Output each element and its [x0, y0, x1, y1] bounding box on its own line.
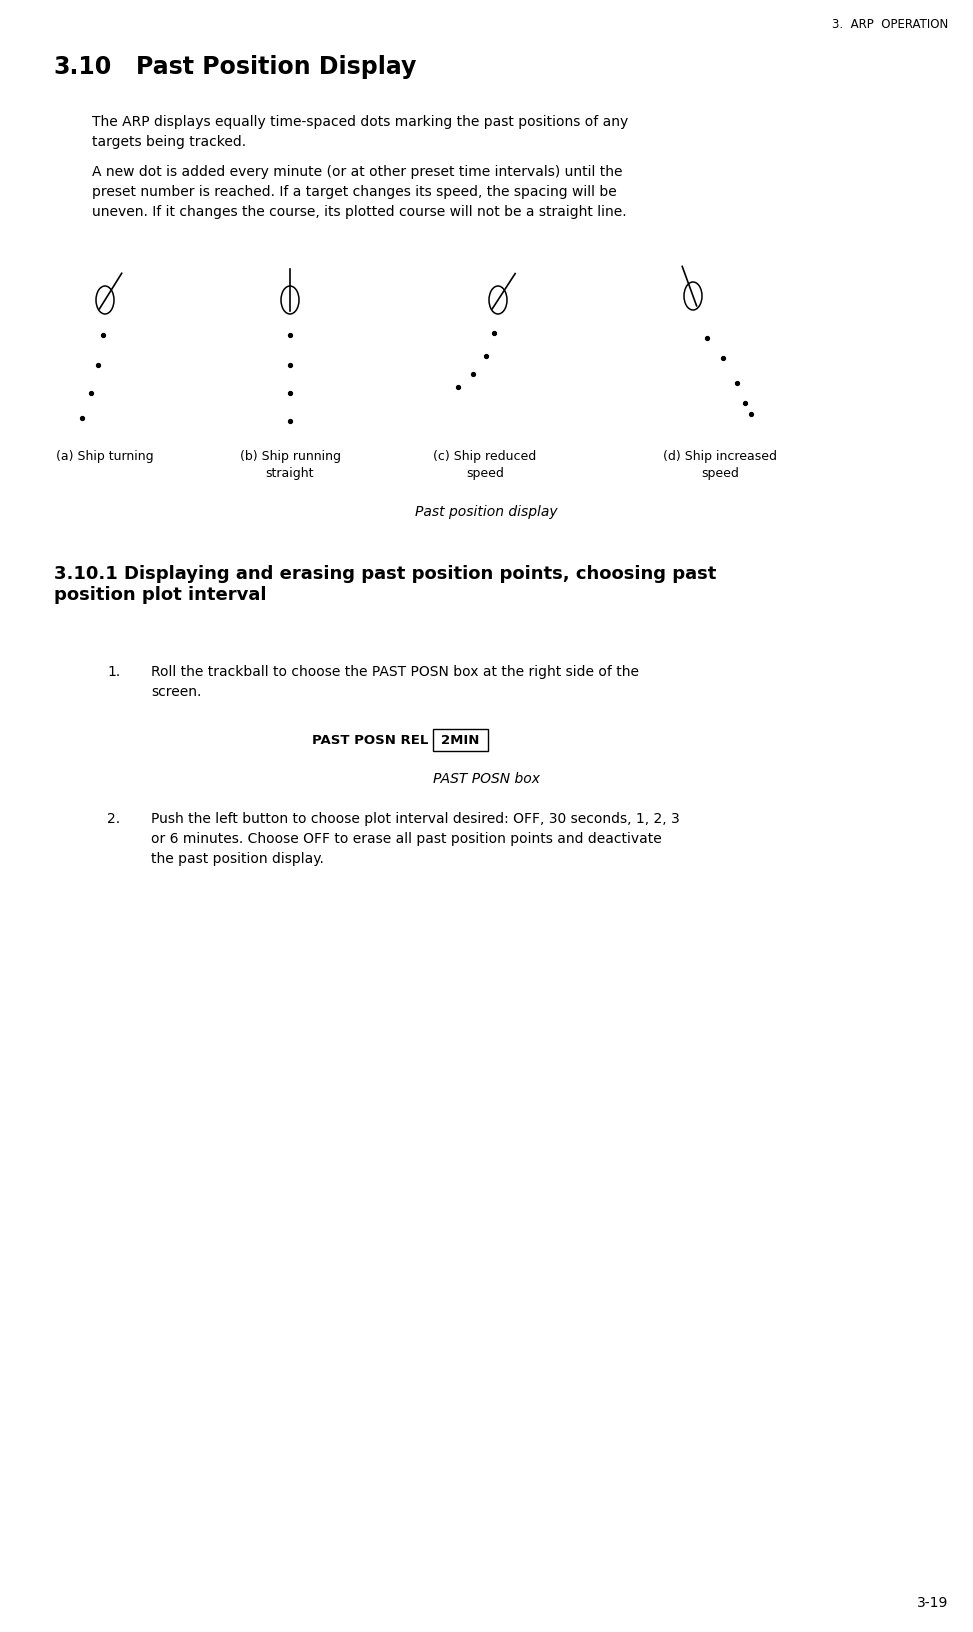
Text: 3.10.1 Displaying and erasing past position points, choosing past
position plot : 3.10.1 Displaying and erasing past posit… — [54, 565, 716, 604]
Text: Roll the trackball to choose the PAST POSN box at the right side of the
screen.: Roll the trackball to choose the PAST PO… — [151, 664, 639, 698]
Text: A new dot is added every minute (or at other preset time intervals) until the
pr: A new dot is added every minute (or at o… — [92, 165, 627, 219]
Text: Push the left button to choose plot interval desired: OFF, 30 seconds, 1, 2, 3
o: Push the left button to choose plot inte… — [151, 813, 679, 867]
Text: Past Position Display: Past Position Display — [135, 55, 415, 78]
Text: 2.: 2. — [107, 813, 121, 826]
Text: (c) Ship reduced
speed: (c) Ship reduced speed — [433, 450, 537, 480]
Text: 3-19: 3-19 — [918, 1596, 949, 1611]
Text: The ARP displays equally time-spaced dots marking the past positions of any
targ: The ARP displays equally time-spaced dot… — [92, 114, 629, 149]
Text: Past position display: Past position display — [415, 504, 558, 519]
Text: 3.10: 3.10 — [54, 55, 112, 78]
Text: PAST POSN REL: PAST POSN REL — [311, 733, 428, 746]
Text: 3.  ARP  OPERATION: 3. ARP OPERATION — [833, 18, 949, 31]
Text: (d) Ship increased
speed: (d) Ship increased speed — [663, 450, 777, 480]
Text: (a) Ship turning: (a) Ship turning — [56, 450, 154, 463]
Text: (b) Ship running
straight: (b) Ship running straight — [239, 450, 341, 480]
FancyBboxPatch shape — [433, 730, 488, 751]
Text: 1.: 1. — [107, 664, 121, 679]
Text: 2MIN: 2MIN — [442, 733, 480, 746]
Text: PAST POSN box: PAST POSN box — [433, 772, 540, 787]
